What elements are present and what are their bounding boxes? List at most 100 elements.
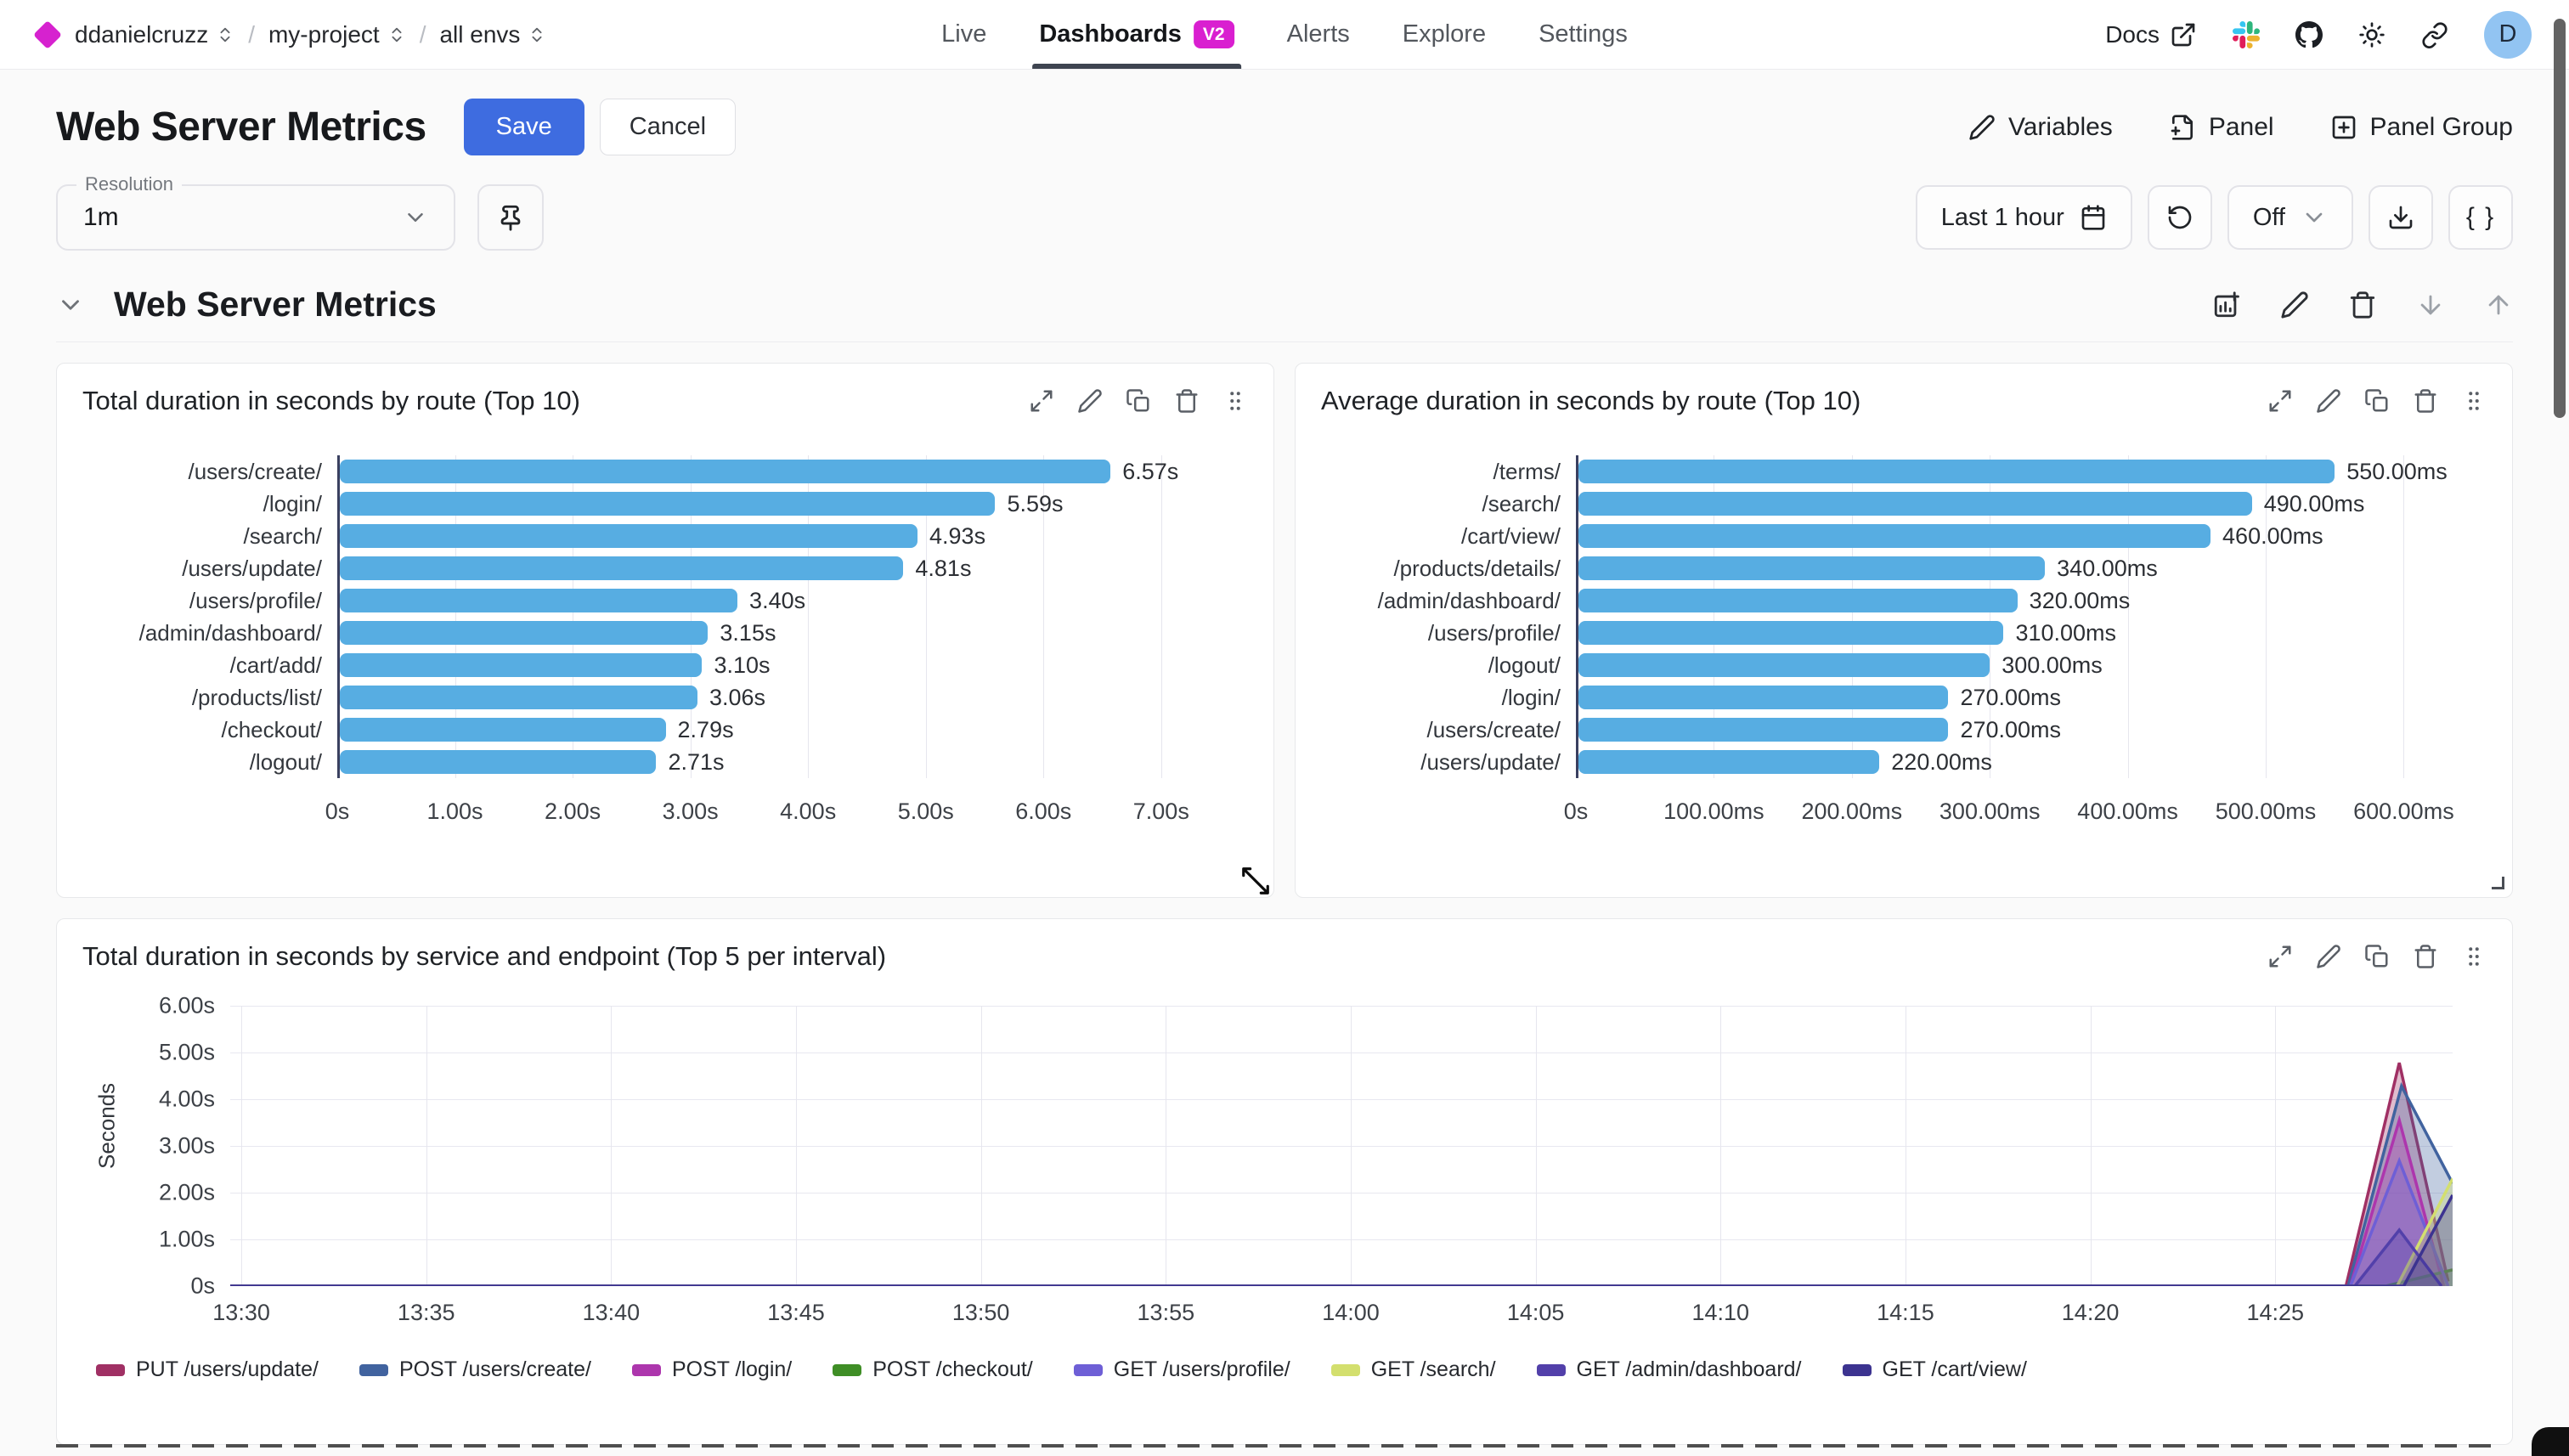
trash-icon[interactable] [2413,388,2438,414]
share-link-icon[interactable] [2421,21,2448,48]
legend-item[interactable]: PUT /users/update/ [96,1357,319,1382]
download-button[interactable] [2369,185,2433,250]
add-panel-button[interactable]: Panel [2169,113,2274,142]
pencil-icon[interactable] [2280,291,2309,319]
chart-plus-icon[interactable] [2212,291,2241,319]
bar-category-label: /products/details/ [1393,555,1561,581]
legend-swatch [1536,1363,1566,1376]
docs-link[interactable]: Docs [2105,21,2197,48]
tab-explore[interactable]: Explore [1403,0,1486,69]
app-logo-icon[interactable] [33,20,62,49]
pencil-icon [1968,114,1996,141]
bar[interactable] [340,686,697,709]
bar-value-label: 270.00ms [1960,716,2062,742]
bar[interactable] [340,621,709,645]
variables-button[interactable]: Variables [1968,113,2113,142]
tab-settings[interactable]: Settings [1539,0,1628,69]
cancel-button[interactable]: Cancel [599,99,737,155]
trash-icon[interactable] [2348,291,2377,319]
vertical-scrollbar-thumb[interactable] [2554,19,2566,418]
x-axis-ticks: 0s 1.00s 2.00s 3.00s 4.00s 5.00s 6.00s 7.00s [325,799,1211,832]
bar[interactable] [1578,621,2004,645]
v2-badge: V2 [1193,20,1234,48]
series-line [230,1161,2448,1286]
bar[interactable] [340,653,703,677]
tab-dashboards[interactable]: Dashboards V2 [1032,0,1241,69]
plot-area[interactable] [230,1006,2453,1286]
bar-value-label: 3.15s [720,619,776,646]
legend-item[interactable]: GET /admin/dashboard/ [1536,1357,1802,1382]
refresh-button[interactable] [2147,185,2212,250]
trash-icon[interactable] [2413,944,2438,969]
pencil-icon[interactable] [2316,388,2341,414]
drag-icon[interactable] [2461,944,2487,969]
resolution-select[interactable]: Resolution 1m [56,173,455,251]
legend-item[interactable]: GET /users/profile/ [1073,1357,1290,1382]
bar[interactable] [340,750,657,774]
legend-item[interactable]: GET /cart/view/ [1842,1357,2027,1382]
bar[interactable] [1578,653,1990,677]
x-axis-ticks: 13:30 13:35 13:40 13:45 13:50 13:55 14:00 14:05… [212,1300,2453,1332]
arrow-down-icon[interactable] [2416,291,2445,319]
bar-category-label: /users/profile/ [189,587,322,613]
trash-icon[interactable] [1174,388,1200,414]
x-axis-tick-label: 13:55 [1137,1300,1195,1325]
bar-row: 5.59s [337,488,1211,520]
bar[interactable] [1578,589,2018,612]
copy-icon[interactable] [2364,388,2390,414]
tab-alerts[interactable]: Alerts [1287,0,1350,69]
toolbar: Resolution 1m Last 1 hour Off { } [0,173,2569,251]
time-range-button[interactable]: Last 1 hour [1915,185,2132,250]
collapse-chevron-icon[interactable] [56,291,85,319]
bar[interactable] [1578,750,1880,774]
legend-label: GET /search/ [1370,1357,1496,1381]
auto-refresh-select[interactable]: Off [2227,185,2353,250]
avatar[interactable]: D [2484,10,2532,59]
bar[interactable] [340,492,996,516]
bar[interactable] [1578,686,1949,709]
legend-item[interactable]: POST /login/ [631,1357,792,1382]
bar[interactable] [340,460,1111,483]
bar[interactable] [1578,460,2335,483]
series-line [230,1179,2453,1287]
bar[interactable] [340,589,738,612]
breadcrumb-item[interactable]: my-project [268,21,406,48]
theme-sun-icon[interactable] [2358,21,2386,48]
legend-item[interactable]: POST /users/create/ [359,1357,591,1382]
copy-icon[interactable] [2364,944,2390,969]
bar[interactable] [1578,524,2211,548]
bar[interactable] [1578,492,2252,516]
breadcrumb-item[interactable]: all envs [439,21,546,48]
copy-icon[interactable] [1126,388,1151,414]
nav-tabs: Live Dashboards V2 Alerts Explore Settings [941,0,1628,69]
bar[interactable] [340,718,666,742]
chevrons-up-down-icon [387,25,406,44]
github-icon[interactable] [2295,20,2323,48]
legend-item[interactable]: POST /checkout/ [833,1357,1033,1382]
drag-icon[interactable] [2461,388,2487,414]
x-axis-tick-label: 200.00ms [1801,799,1903,824]
drag-icon[interactable] [1222,388,1248,414]
pencil-icon[interactable] [2316,944,2341,969]
resize-corner[interactable] [2492,877,2504,889]
bar[interactable] [1578,556,2046,580]
arrow-up-icon[interactable] [2484,291,2513,319]
expand-icon[interactable] [2267,944,2293,969]
add-panel-group-button[interactable]: Panel Group [2330,113,2513,142]
save-button[interactable]: Save [463,99,584,155]
json-view-button[interactable]: { } [2448,185,2513,250]
tab-live[interactable]: Live [941,0,986,69]
bar[interactable] [1578,718,1949,742]
expand-icon[interactable] [1029,388,1054,414]
bar[interactable] [340,524,918,548]
expand-icon[interactable] [2267,388,2293,414]
bar[interactable] [340,556,904,580]
legend-item[interactable]: GET /search/ [1330,1357,1496,1382]
breadcrumb-item[interactable]: ddanielcruzz [75,21,234,48]
pin-button[interactable] [477,184,544,251]
resize-cursor-icon[interactable] [1239,865,1272,897]
pencil-icon[interactable] [1077,388,1103,414]
bar-value-label: 3.10s [714,652,771,678]
bar-row: 4.81s [337,552,1211,584]
slack-icon[interactable] [2233,20,2260,48]
